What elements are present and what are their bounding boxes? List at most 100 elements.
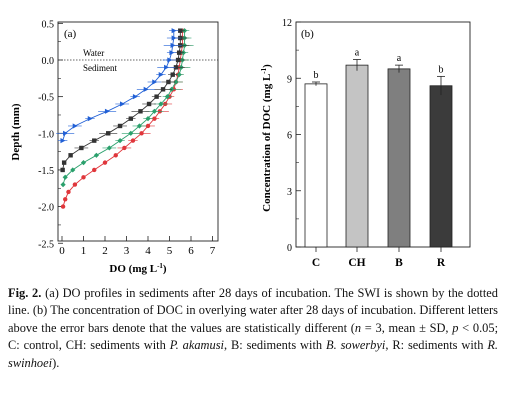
y-tick-label: 12: [282, 18, 292, 29]
panel-a-label: (a): [64, 28, 77, 40]
panel-b-label: (b): [301, 28, 314, 40]
data-point: [158, 101, 164, 107]
caption-text-3: < 0.05; C: control, CH: sediments with: [8, 320, 499, 353]
x-tick-label: 3: [124, 245, 130, 257]
panel-b-axes: 0 3 6 9 12: [282, 18, 301, 254]
x-tick-label: 0: [59, 245, 65, 257]
x-tick-label: CH: [348, 257, 365, 269]
data-point: [92, 167, 97, 173]
data-point: [80, 160, 87, 166]
data-point: [146, 101, 152, 107]
series-line-c: [62, 30, 183, 207]
data-point: [145, 123, 151, 129]
y-tick-label: -1.0: [38, 129, 54, 140]
data-point: [117, 138, 123, 144]
data-point: [130, 138, 136, 143]
data-point: [60, 167, 65, 173]
data-point: [164, 94, 170, 100]
data-point: [132, 94, 138, 100]
significance-letter: a: [355, 48, 360, 59]
data-point: [120, 101, 125, 107]
caption-text-2: = 3, mean ± SD,: [361, 320, 453, 335]
series-b: [60, 28, 190, 173]
data-point: [92, 138, 97, 143]
water-label: Water: [83, 48, 104, 58]
series-r: [56, 28, 182, 144]
data-point: [145, 116, 151, 122]
data-point: [138, 109, 143, 114]
caption-text-5: , R: sediments with: [385, 338, 488, 353]
data-point: [171, 28, 177, 34]
data-point: [104, 108, 110, 114]
data-point: [139, 131, 144, 136]
data-point: [93, 152, 99, 158]
caption-n: n: [354, 320, 362, 335]
data-point: [173, 65, 179, 70]
bar-group-c: bC: [304, 70, 328, 269]
data-point: [128, 116, 133, 121]
y-tick-label: 0.0: [42, 56, 55, 67]
data-point: [72, 123, 78, 129]
data-point: [117, 123, 123, 129]
bar-group-r: bR: [429, 64, 453, 269]
bar-r: [429, 85, 453, 248]
data-point: [164, 64, 170, 70]
data-point: [72, 182, 78, 187]
data-point: [79, 145, 84, 151]
data-point: [170, 72, 175, 77]
caption-text-6: ).: [52, 355, 60, 370]
data-point: [81, 175, 86, 180]
panel-a: (a) Water Sediment 0 1 2 3 4 5 6 7 0.5 0.0 -0.5 -1.…: [10, 19, 219, 275]
data-point: [173, 79, 179, 85]
data-point: [60, 138, 66, 144]
bar-b: [387, 68, 411, 248]
data-point: [171, 35, 177, 41]
data-point: [152, 116, 157, 121]
y-tick-label: -0.5: [38, 93, 54, 104]
caption-species-1: P. akamusi: [169, 338, 224, 353]
data-point: [113, 153, 118, 158]
series-ch: [60, 28, 194, 188]
series-line-r: [62, 30, 175, 141]
y-tick-label: -2.0: [38, 203, 54, 214]
bar-c: [304, 83, 328, 248]
bar-group-ch: a CH: [345, 48, 369, 269]
x-tick-label: 6: [188, 245, 194, 257]
x-tick-label: C: [312, 257, 320, 269]
x-tick-label: 7: [210, 245, 216, 257]
data-point: [167, 57, 173, 63]
caption-title: Fig. 2.: [8, 286, 42, 300]
significance-letter: b: [439, 64, 444, 75]
data-point: [70, 167, 76, 173]
caption-text-1: (a) DO profiles in sediments after 28 da…: [8, 286, 498, 335]
data-point: [60, 204, 66, 209]
data-point: [66, 189, 71, 195]
significance-letter: a: [397, 53, 402, 64]
y-tick-label: 9: [287, 74, 292, 85]
panel-a-axes: 0 1 2 3 4 5 6 7 0.5 0.0 -0.5 -1.0 -1.5 -2.0 -2.5: [38, 19, 218, 257]
bar-group-b: aB: [387, 53, 411, 269]
data-point: [63, 197, 68, 202]
data-point: [61, 160, 67, 165]
data-point: [151, 108, 158, 114]
data-point: [106, 131, 111, 136]
data-point: [62, 174, 68, 180]
data-point: [166, 79, 171, 85]
data-point: [158, 72, 164, 78]
caption-species-2: B. sowerbyi: [326, 338, 386, 353]
data-point: [169, 50, 175, 56]
y-tick-label: 3: [287, 187, 292, 198]
figure-2: (a) Water Sediment 0 1 2 3 4 5 6 70.50.0-0.5-1.…: [10, 18, 471, 275]
x-tick-label: 2: [102, 245, 108, 257]
panel-a-xlabel: DO (mg L-1): [109, 262, 167, 275]
y-tick-label: 0: [287, 243, 292, 254]
panel-a-frame: [57, 21, 219, 242]
data-point: [87, 116, 93, 122]
x-tick-label: 1: [81, 245, 87, 257]
x-tick-label: 5: [167, 245, 173, 257]
caption-species-3: R. swinhoei: [8, 338, 499, 370]
data-point: [176, 72, 182, 78]
y-tick-label: -2.5: [38, 239, 54, 250]
